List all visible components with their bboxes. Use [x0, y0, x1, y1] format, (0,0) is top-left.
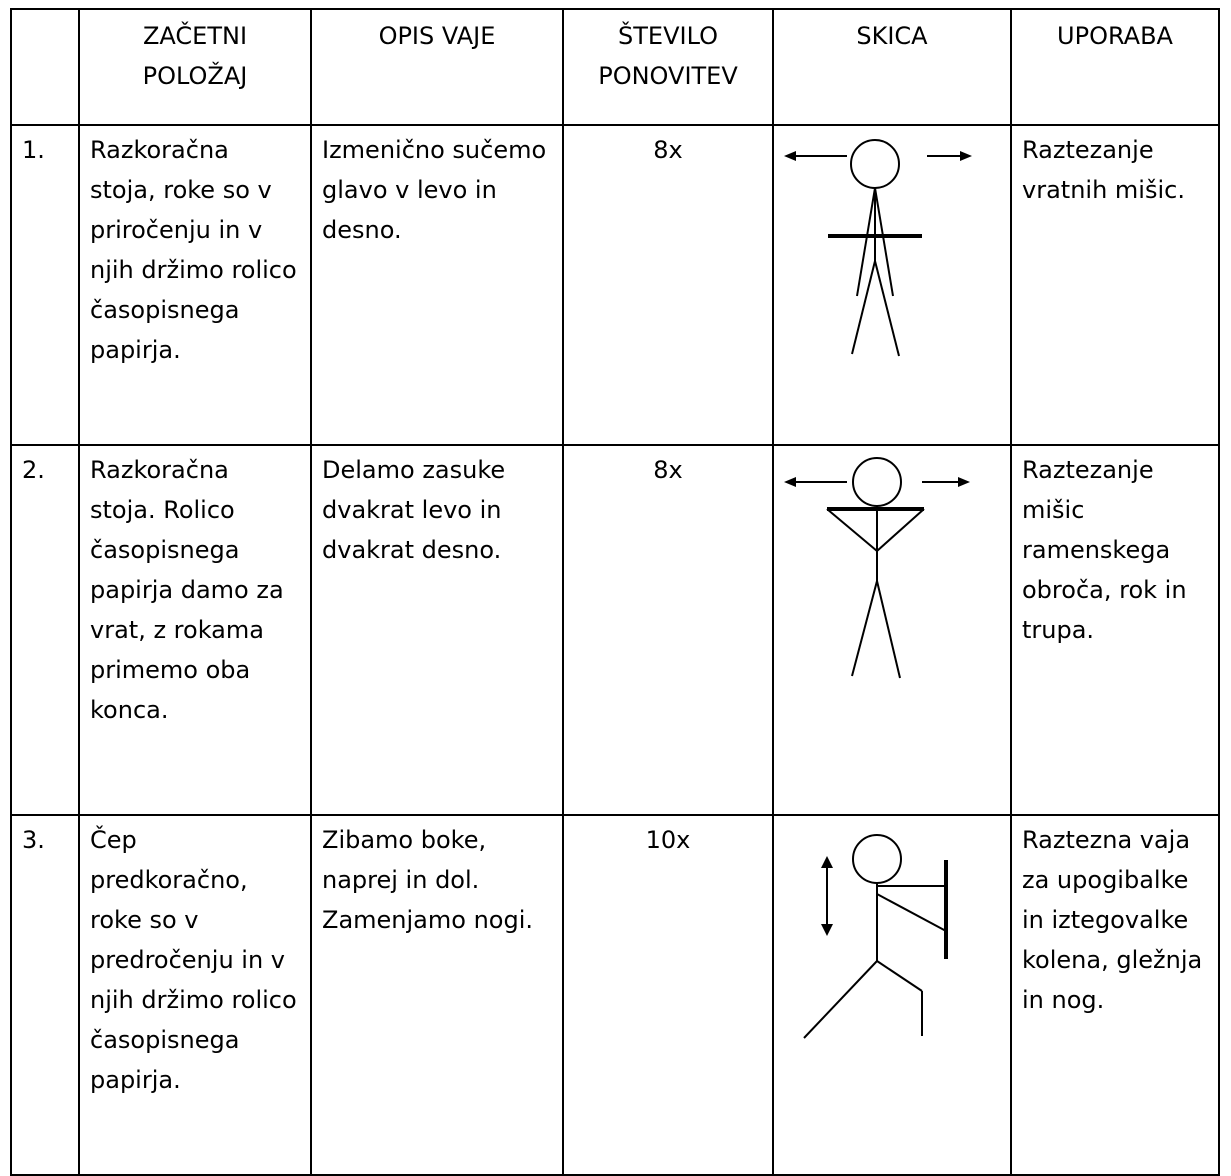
repetitions-cell: 8x	[562, 444, 774, 816]
position-cell: Razkoračna stoja. Rolico časopisnega pap…	[78, 444, 312, 816]
sketch-cell	[772, 814, 1012, 1176]
header-cell: ZAČETNI POLOŽAJ	[78, 8, 312, 126]
purpose-cell: Raztezanje vratnih mišic.	[1010, 124, 1220, 446]
description-cell: Zibamo boke, naprej in dol. Zamenjamo no…	[310, 814, 564, 1176]
page: {"table": { "header": ["", "ZAČETNI POLO…	[10, 8, 1220, 1176]
number-cell: 1.	[10, 124, 80, 446]
header-cell	[10, 8, 80, 126]
row: 2. Razkoračna stoja. Rolico časopisnega …	[10, 444, 1220, 816]
purpose-cell: Raztezanje mišic ramenskega obroča, rok …	[1010, 444, 1220, 816]
number-cell: 2.	[10, 444, 80, 816]
header-cell: ŠTEVILO PONOVITEV	[562, 8, 774, 126]
description-cell: Delamo zasuke dvakrat levo in dvakrat de…	[310, 444, 564, 816]
row: 1. Razkoračna stoja, roke so v priročenj…	[10, 124, 1220, 446]
header-row: ZAČETNI POLOŽAJ OPIS VAJE ŠTEVILO PONOVI…	[10, 8, 1220, 126]
position-cell: Razkoračna stoja, roke so v priročenju i…	[78, 124, 312, 446]
header-cell: SKICA	[772, 8, 1012, 126]
header-cell: UPORABA	[1010, 8, 1220, 126]
sketch	[784, 139, 972, 357]
sketch-cell	[772, 124, 1012, 446]
sketch	[784, 457, 970, 679]
sketch	[803, 834, 948, 1039]
purpose-cell: Raztezna vaja za upogibalke in iztegoval…	[1010, 814, 1220, 1176]
repetitions-cell: 10x	[562, 814, 774, 1176]
page-body: ZAČETNI POLOŽAJ OPIS VAJE ŠTEVILO PONOVI…	[10, 8, 1220, 1176]
number-cell: 3.	[10, 814, 80, 1176]
row: 3. Čep predkoračno, roke so v predročenj…	[10, 814, 1220, 1176]
repetitions-cell: 8x	[562, 124, 774, 446]
position-cell: Čep predkoračno, roke so v predročenju i…	[78, 814, 312, 1176]
description-cell: Izmenično sučemo glavo v levo in desno.	[310, 124, 564, 446]
exercise-table: ZAČETNI POLOŽAJ OPIS VAJE ŠTEVILO PONOVI…	[10, 8, 1220, 1176]
sketch-cell	[772, 444, 1012, 816]
header-cell: OPIS VAJE	[310, 8, 564, 126]
